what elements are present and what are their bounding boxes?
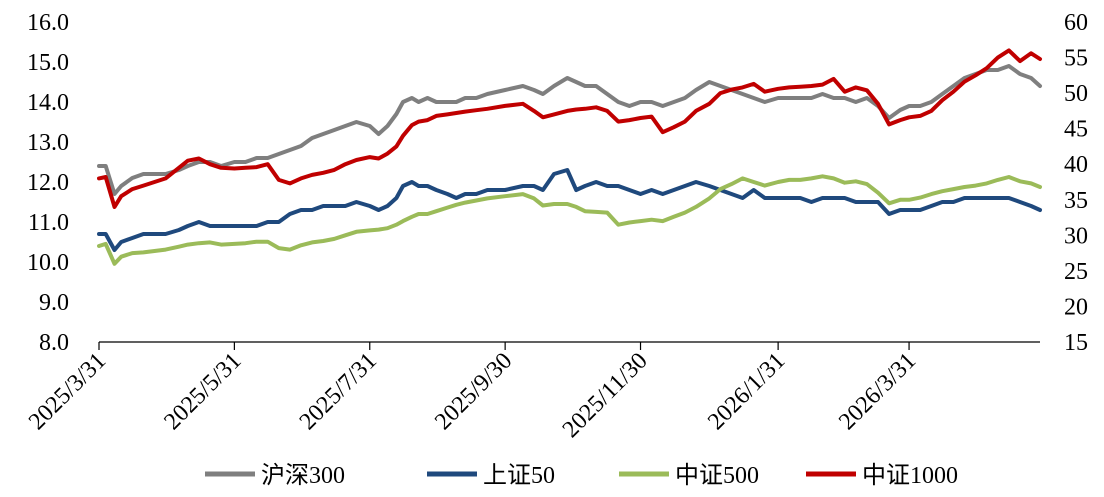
series-line-2 <box>97 168 1042 252</box>
y-right-tick-label: 30 <box>1064 223 1088 249</box>
y-left-tick-label: 9.0 <box>39 290 69 316</box>
series-line-3 <box>97 174 1042 266</box>
y-left-tick-label: 15.0 <box>27 50 69 76</box>
y-right-tick-label: 50 <box>1064 81 1088 107</box>
series-layer <box>97 48 1042 266</box>
legend-label-1: 沪深300 <box>261 462 345 489</box>
x-tick-label: 2026/3/31 <box>834 348 921 435</box>
series-line-4 <box>97 48 1042 209</box>
legend-label-2: 上证50 <box>483 462 555 489</box>
legend: 沪深300 上证50 中证500 中证1000 <box>205 462 958 489</box>
y-left-tick-label: 10.0 <box>27 250 69 276</box>
y-right-tick-label: 55 <box>1064 46 1088 72</box>
y-left-tick-label: 8.0 <box>39 330 69 356</box>
x-tick-label: 2025/7/31 <box>295 348 382 435</box>
y-right-tick-label: 20 <box>1064 294 1088 320</box>
legend-label-4: 中证1000 <box>862 462 958 489</box>
y-left-tick-label: 12.0 <box>27 170 69 196</box>
x-tick-label: 2025/9/30 <box>430 348 517 435</box>
x-tick-label: 2025/5/31 <box>159 348 246 435</box>
y-right-tick-label: 60 <box>1064 10 1088 36</box>
y-left-tick-label: 11.0 <box>28 210 69 236</box>
x-tick-label: 2026/1/31 <box>703 348 790 435</box>
y-left-tick-label: 16.0 <box>27 10 69 36</box>
y-right-tick-label: 25 <box>1064 259 1088 285</box>
y-right-tick-label: 45 <box>1064 117 1088 143</box>
x-tick-label: 2025/11/30 <box>558 348 653 443</box>
y-left-tick-label: 13.0 <box>27 130 69 156</box>
y-right-tick-label: 40 <box>1064 152 1088 178</box>
y-right-tick-label: 15 <box>1064 330 1088 356</box>
y-left-tick-label: 14.0 <box>27 90 69 116</box>
y-right-tick-label: 35 <box>1064 188 1088 214</box>
x-tick-label: 2025/3/31 <box>24 348 111 435</box>
legend-label-3: 中证500 <box>675 462 759 489</box>
